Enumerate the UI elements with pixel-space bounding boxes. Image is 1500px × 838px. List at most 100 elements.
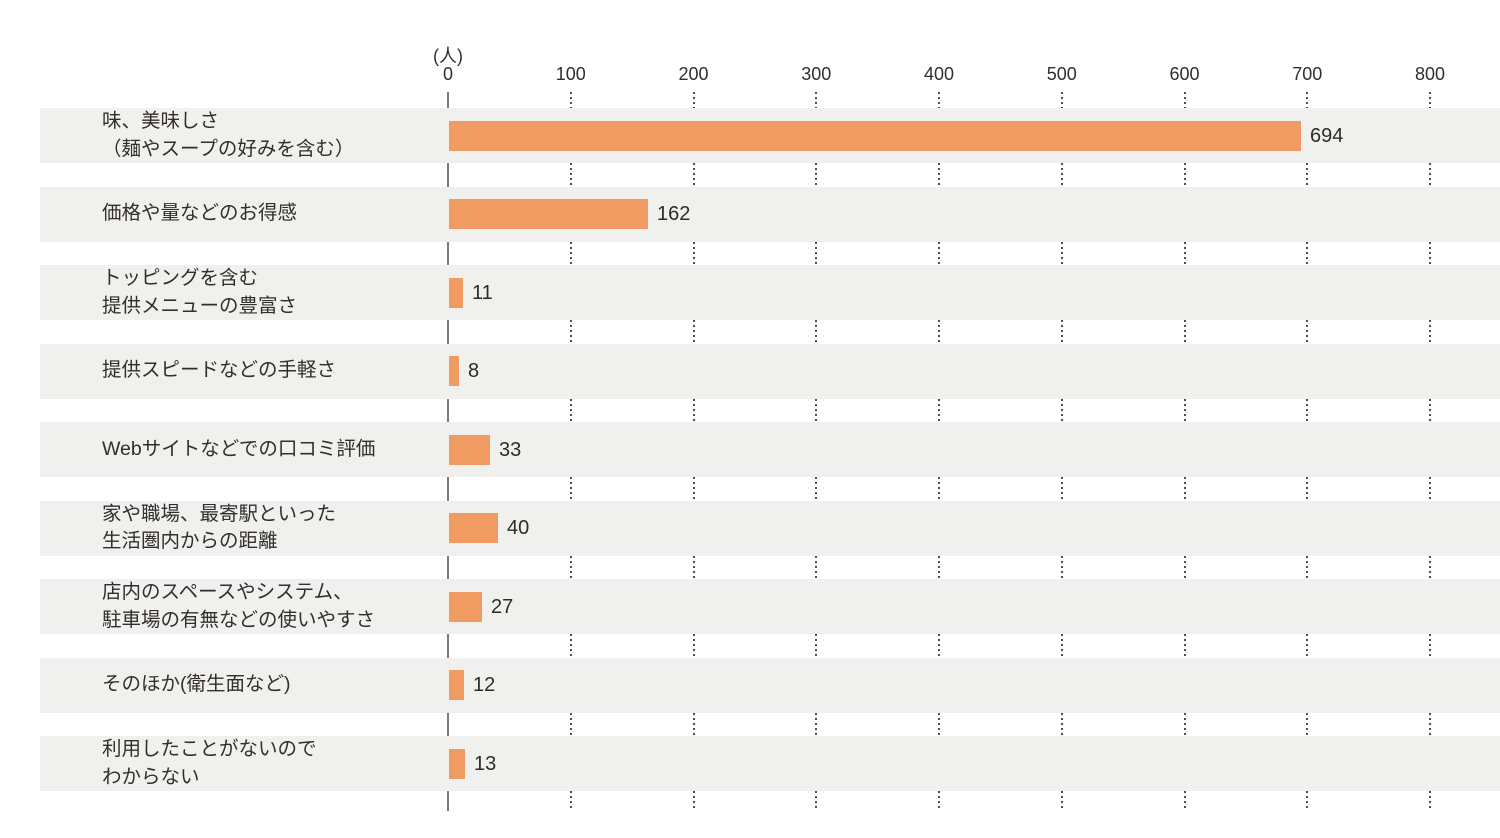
- dotted-gridline: [815, 555, 818, 579]
- dotted-gridline: [1429, 241, 1431, 265]
- dotted-gridline: [1429, 477, 1431, 501]
- dotted-gridline: [1183, 712, 1186, 736]
- bar: [449, 356, 459, 386]
- dotted-gridline: [1060, 477, 1063, 501]
- x-tick-label-300: 300: [801, 64, 832, 84]
- value-label: 8: [468, 360, 480, 382]
- dotted-gridline: [938, 241, 940, 265]
- dotted-gridline: [569, 92, 572, 108]
- row-band: [40, 736, 1500, 791]
- dotted-gridline: [938, 92, 940, 108]
- dotted-gridline: [1060, 320, 1063, 344]
- x-tick-label-100: 100: [555, 64, 586, 84]
- x-tick-label-0: 0: [442, 64, 454, 84]
- x-tick-label-600: 600: [1169, 64, 1200, 84]
- x-tick-label-800: 800: [1414, 64, 1446, 84]
- dotted-gridline: [1183, 555, 1186, 579]
- dotted-gridline: [938, 163, 940, 187]
- bar: [449, 199, 648, 229]
- dotted-gridline: [938, 398, 940, 422]
- dotted-gridline: [692, 398, 695, 422]
- dotted-gridline: [569, 477, 572, 501]
- row-band: [40, 657, 1500, 713]
- category-label: トッピングを含む 提供メニューの豊富さ: [102, 267, 298, 317]
- dotted-gridline: [692, 163, 695, 187]
- dotted-gridline: [1429, 398, 1431, 422]
- bar: [449, 748, 465, 779]
- dotted-gridline: [1306, 712, 1309, 736]
- dotted-gridline: [815, 477, 818, 501]
- dotted-gridline: [1183, 320, 1186, 344]
- dotted-gridline: [569, 320, 572, 344]
- dotted-gridline: [569, 712, 572, 736]
- dotted-gridline: [692, 92, 695, 108]
- bar: [449, 434, 490, 465]
- dotted-gridline: [815, 163, 818, 187]
- dotted-gridline: [1060, 791, 1063, 811]
- dotted-gridline: [1183, 477, 1186, 501]
- row-band: [40, 265, 1500, 320]
- dotted-gridline: [1306, 555, 1309, 579]
- dotted-gridline: [692, 241, 695, 265]
- value-label: 40: [507, 517, 530, 539]
- dotted-gridline: [1060, 163, 1063, 187]
- dotted-gridline: [569, 791, 572, 811]
- dotted-gridline: [692, 320, 695, 344]
- category-label: 店内のスペースやシステム、 駐車場の有無などの使いやすさ: [102, 581, 376, 631]
- dotted-gridline: [692, 791, 695, 811]
- dotted-gridline: [692, 477, 695, 501]
- dotted-gridline: [938, 712, 940, 736]
- bar: [449, 277, 463, 308]
- category-label: 利用したことがないので わからない: [102, 738, 317, 788]
- dotted-gridline: [815, 92, 818, 108]
- dotted-gridline: [938, 791, 940, 811]
- dotted-gridline: [1306, 320, 1309, 344]
- dotted-gridline: [1306, 92, 1309, 108]
- dotted-gridline: [1429, 791, 1431, 811]
- dotted-gridline: [1060, 712, 1063, 736]
- dotted-gridline: [815, 712, 818, 736]
- category-label: 家や職場、最寄駅といった 生活圏内からの距離: [102, 502, 337, 552]
- dotted-gridline: [569, 555, 572, 579]
- dotted-gridline: [569, 163, 572, 187]
- row-band: [40, 186, 1500, 242]
- dotted-gridline: [815, 634, 818, 658]
- horizontal-bar-chart: (人) 0 100 200 300 400 500 600 700 800 味、美味しさ （麺や…: [40, 16, 1500, 838]
- x-tick-label-500: 500: [1046, 64, 1077, 84]
- category-label: 味、美味しさ （麺やスープの好みを含む）: [102, 110, 355, 160]
- dotted-gridline: [938, 320, 940, 344]
- dotted-gridline: [1429, 712, 1431, 736]
- bar: [449, 513, 498, 543]
- bar: [449, 591, 482, 622]
- dotted-gridline: [938, 477, 940, 501]
- dotted-gridline: [1183, 791, 1186, 811]
- bar: [449, 670, 464, 700]
- dotted-gridline: [1183, 634, 1186, 658]
- value-label: 694: [1310, 124, 1344, 147]
- dotted-gridline: [1183, 163, 1186, 187]
- row-band: [40, 500, 1500, 556]
- dotted-gridline: [815, 320, 818, 344]
- dotted-gridline: [1060, 634, 1063, 658]
- dotted-gridline: [1183, 398, 1186, 422]
- row-band: [40, 579, 1500, 634]
- dotted-gridline: [1306, 163, 1309, 187]
- dotted-gridline: [1429, 555, 1431, 579]
- dotted-gridline: [1306, 398, 1309, 422]
- dotted-gridline: [1306, 241, 1309, 265]
- row-band: [40, 422, 1500, 477]
- dotted-gridline: [1183, 241, 1186, 265]
- dotted-gridline: [1183, 92, 1186, 108]
- dotted-gridline: [1060, 398, 1063, 422]
- dotted-gridline: [1060, 92, 1063, 108]
- dotted-gridline: [569, 241, 572, 265]
- dotted-gridline: [1060, 241, 1063, 265]
- dotted-gridline: [1429, 320, 1431, 344]
- row-band: [40, 343, 1500, 399]
- dotted-gridline: [692, 555, 695, 579]
- value-label: 11: [472, 281, 493, 304]
- dotted-gridline: [938, 634, 940, 658]
- category-label: 価格や量などのお得感: [102, 202, 298, 225]
- dotted-gridline: [938, 555, 940, 579]
- dotted-gridline: [1306, 791, 1309, 811]
